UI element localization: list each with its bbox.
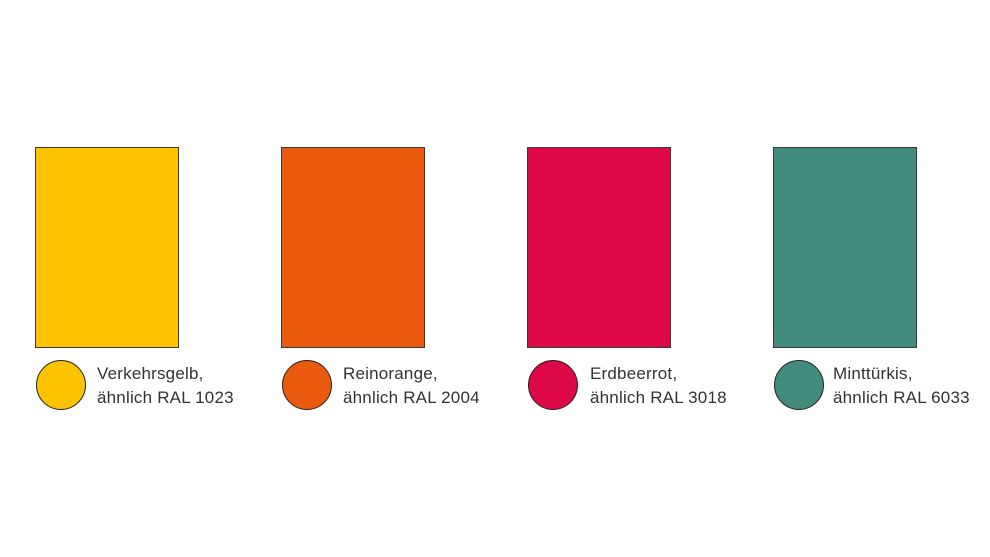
swatch-ral: ähnlich RAL 6033 (833, 388, 970, 407)
swatch-rectangle-mint (773, 147, 917, 348)
swatch-circle-yellow (36, 360, 86, 410)
swatch-label-mint: Minttürkis, ähnlich RAL 6033 (833, 362, 970, 410)
swatch-name: Minttürkis, (833, 364, 913, 383)
swatch-name: Erdbeerrot, (590, 364, 678, 383)
swatch-rectangle-red (527, 147, 671, 348)
swatch-name: Verkehrsgelb, (97, 364, 204, 383)
swatch-label-red: Erdbeerrot, ähnlich RAL 3018 (590, 362, 727, 410)
swatch-rectangle-orange (281, 147, 425, 348)
swatch-name: Reinorange, (343, 364, 438, 383)
swatch-ral: ähnlich RAL 3018 (590, 388, 727, 407)
swatch-circle-orange (282, 360, 332, 410)
swatch-ral: ähnlich RAL 1023 (97, 388, 234, 407)
swatch-circle-mint (774, 360, 824, 410)
swatch-circle-red (528, 360, 578, 410)
swatch-label-orange: Reinorange, ähnlich RAL 2004 (343, 362, 480, 410)
swatch-rectangle-yellow (35, 147, 179, 348)
swatch-label-yellow: Verkehrsgelb, ähnlich RAL 1023 (97, 362, 234, 410)
swatch-ral: ähnlich RAL 2004 (343, 388, 480, 407)
